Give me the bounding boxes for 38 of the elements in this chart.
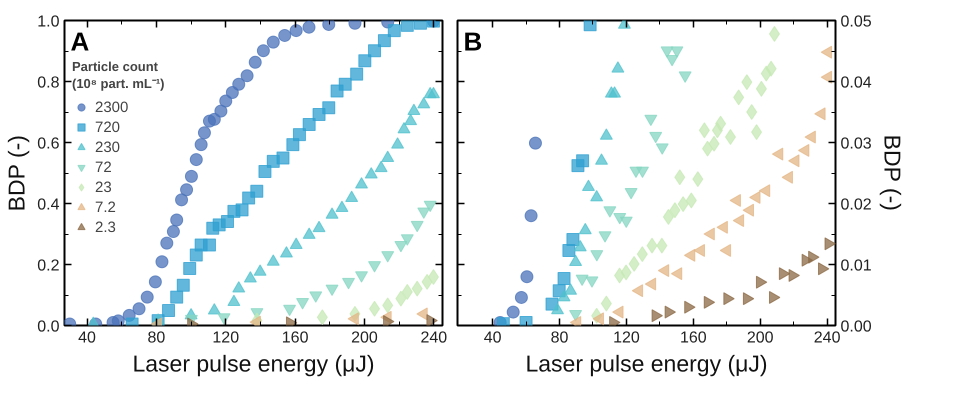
legend-label: 2300 <box>95 98 128 116</box>
x-tick-label: 80 <box>550 330 569 346</box>
x-tick-label: 120 <box>613 330 640 346</box>
x-tick-label: 80 <box>148 330 166 346</box>
x-tick-label: 240 <box>814 330 841 346</box>
chart-title: B <box>464 26 482 56</box>
x-tick-label: 120 <box>212 330 240 346</box>
y-tick-label: 0.0 <box>37 318 60 336</box>
x-tick-label: 160 <box>680 330 707 346</box>
legend-label: 7.2 <box>95 198 116 216</box>
legend-title: Particle count (10⁸ part. mL⁻¹) <box>72 59 164 92</box>
y-tick-label: 0.05 <box>840 14 872 30</box>
y-axis-title: BDP (-) <box>3 135 30 212</box>
x-tick-label: 200 <box>351 330 378 346</box>
y-axis-title: BDP (-) <box>880 134 906 211</box>
x-tick-label: 40 <box>484 330 502 346</box>
legend-label: 23 <box>95 178 113 196</box>
legend-label: 230 <box>95 138 120 156</box>
x-axis-title: Laser pulse energy (μJ) <box>132 350 375 376</box>
y-tick-label: 0.4 <box>37 196 60 214</box>
y-tick-label: 0.2 <box>37 258 60 274</box>
y-tick-label: 0.8 <box>37 74 60 92</box>
x-tick-label: 40 <box>78 330 96 346</box>
y-tick-label: 0.03 <box>840 136 872 152</box>
x-axis-title: Laser pulse energy (μJ) <box>525 350 768 376</box>
x-tick-label: 160 <box>282 330 309 346</box>
y-tick-label: 0.00 <box>840 318 872 336</box>
x-tick-label: 240 <box>420 330 448 346</box>
legend-label: 72 <box>95 158 113 176</box>
y-tick-label: 0.6 <box>37 136 60 152</box>
chart-title: A <box>70 26 90 56</box>
legend-label: 720 <box>95 118 120 136</box>
y-tick-label: 0.02 <box>840 196 872 214</box>
y-tick-label: 1.0 <box>37 14 60 30</box>
legend-label: 2.3 <box>95 218 116 236</box>
x-tick-label: 200 <box>746 330 774 346</box>
y-tick-label: 0.04 <box>840 74 872 92</box>
y-tick-label: 0.01 <box>840 258 872 274</box>
